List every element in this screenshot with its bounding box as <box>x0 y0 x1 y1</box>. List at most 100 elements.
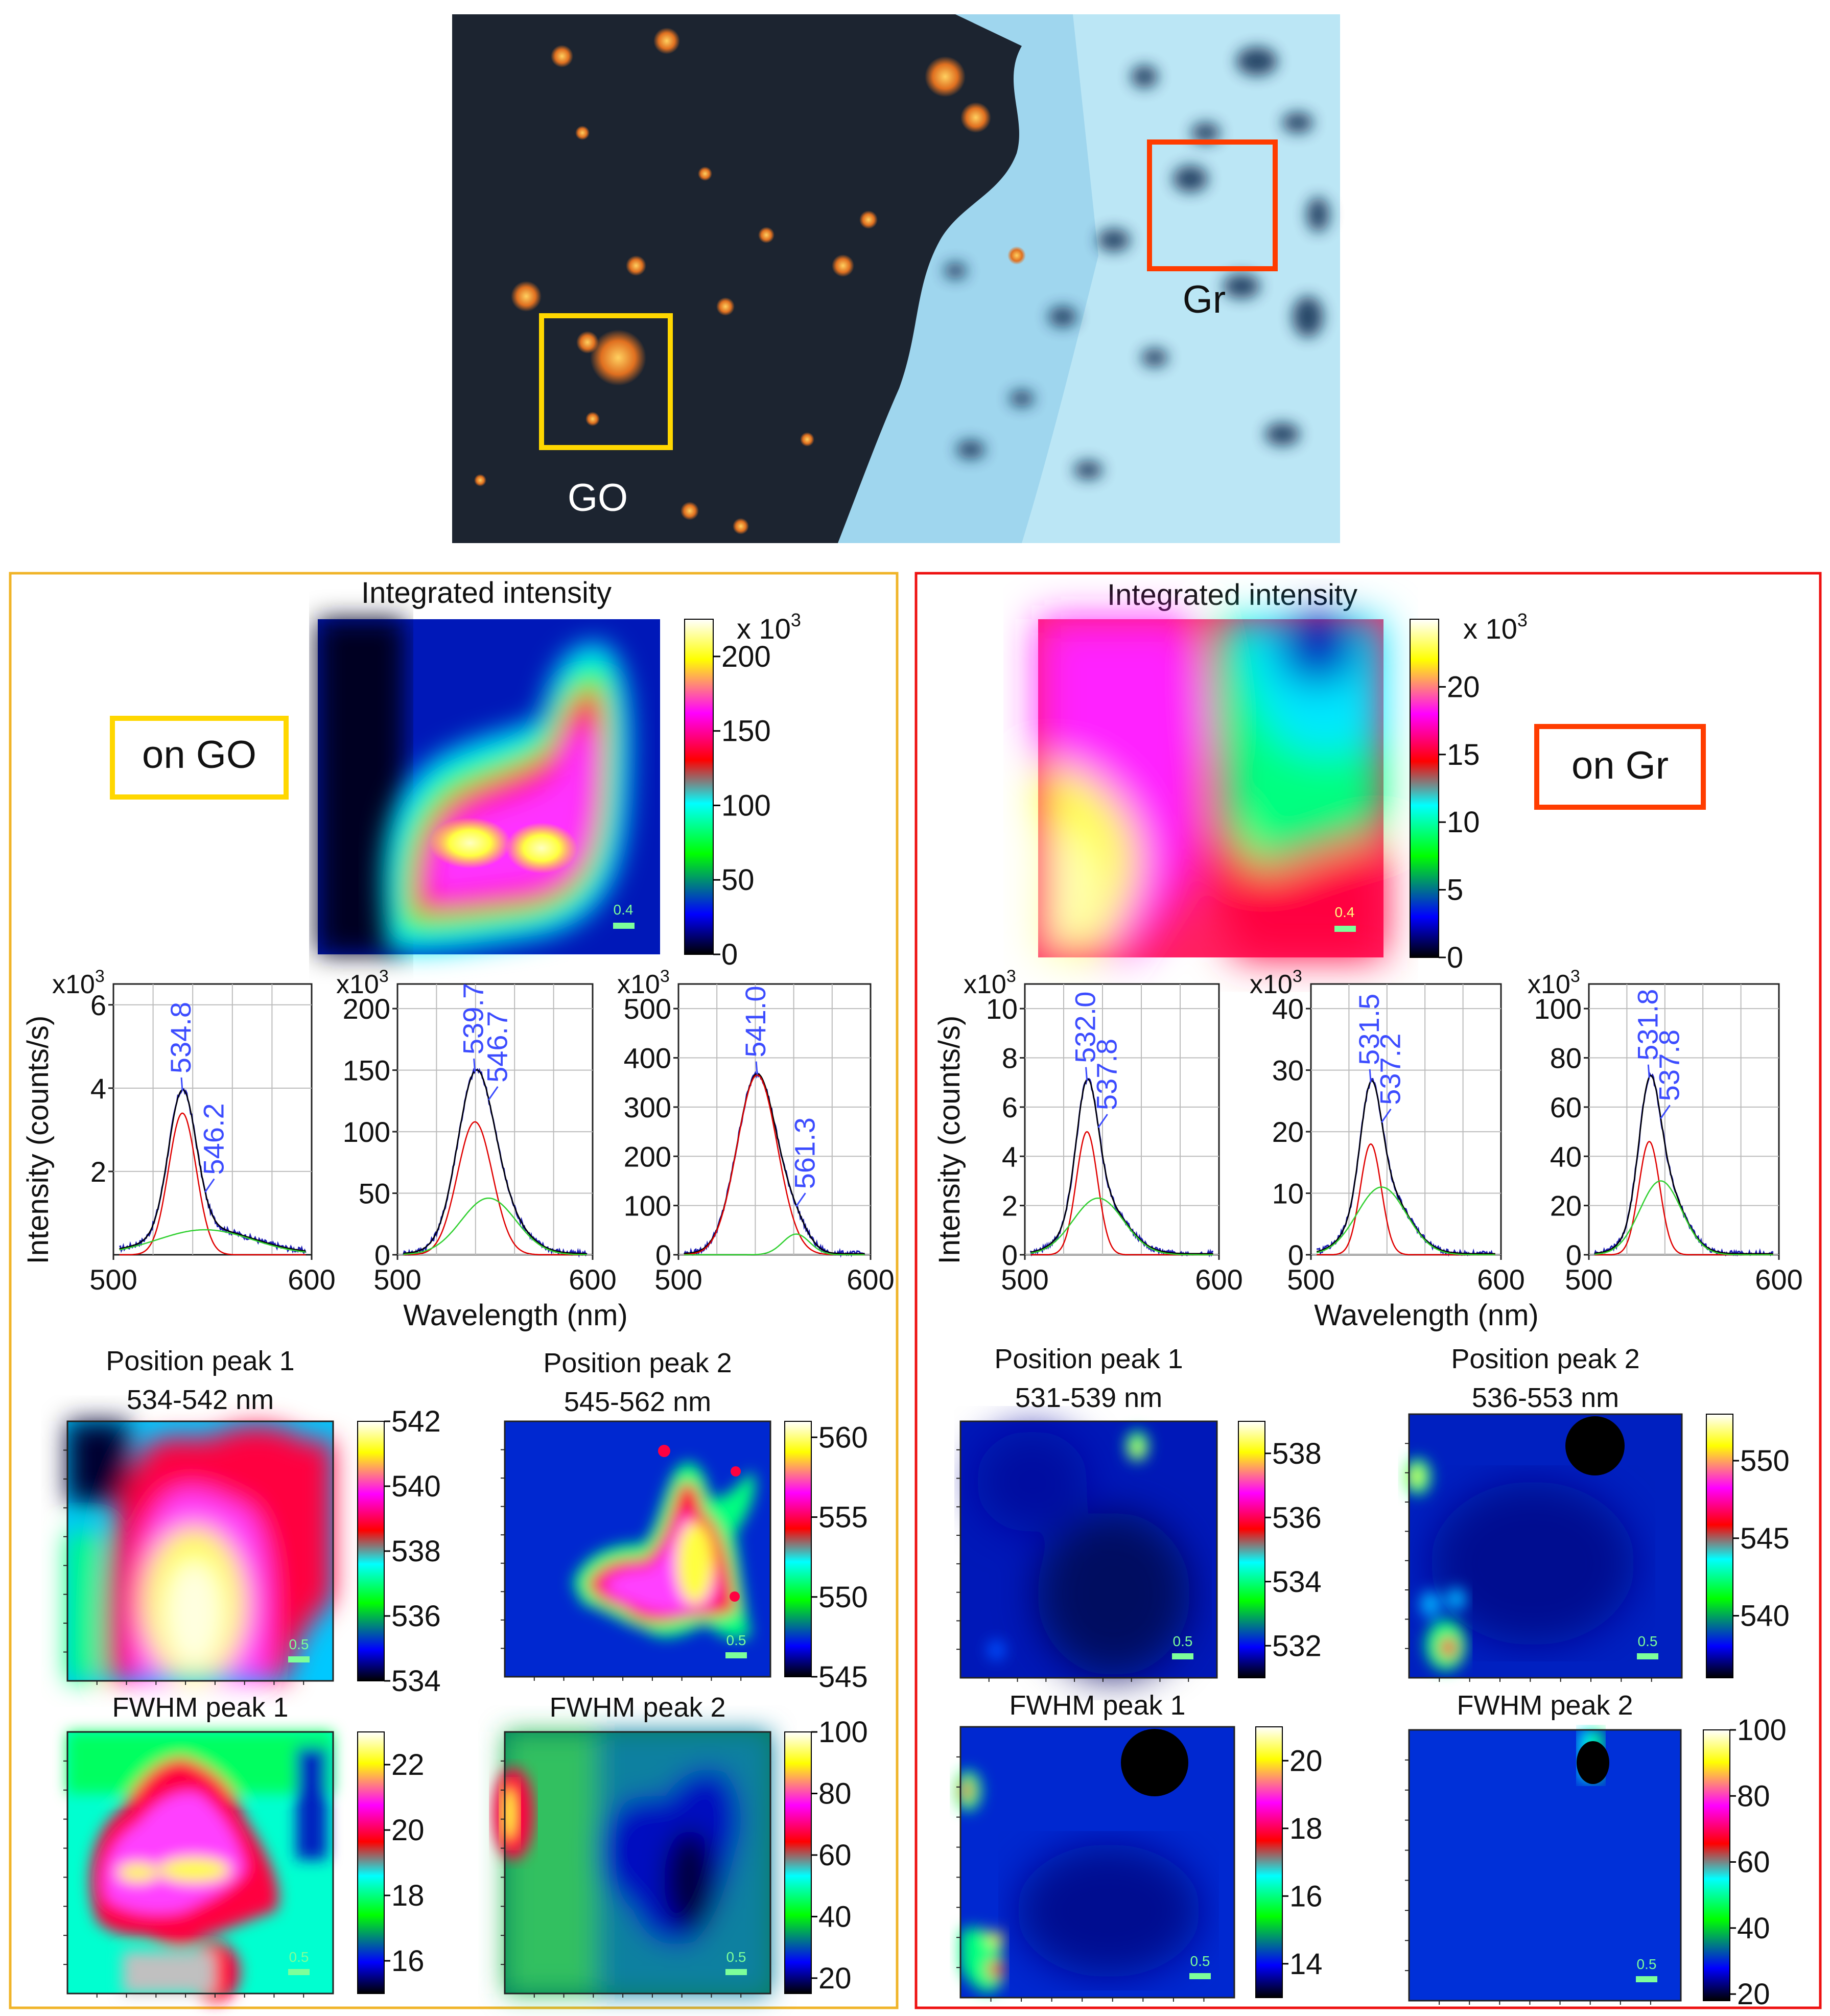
small-colorbar-tick-label: 545 <box>818 1660 868 1694</box>
small-colorbar-tick-label: 550 <box>818 1581 868 1614</box>
small-map: Position peak 1 534-542 nm 0.5 542 540 538 536… <box>63 1346 441 1698</box>
peak-label: 537.8 <box>1653 1029 1685 1101</box>
small-colorbar-tick-label: 18 <box>391 1879 425 1912</box>
small-colorbar-tick-label: 536 <box>1272 1501 1322 1534</box>
peak-arrow <box>1097 1114 1108 1128</box>
small-colorbar-tick-label: 60 <box>818 1839 852 1872</box>
small-colorbar-tick-label: 100 <box>818 1716 868 1749</box>
gr-intensity-title: Integrated intensity <box>1107 578 1357 612</box>
x-tick-label: 500 <box>654 1263 702 1296</box>
small-map-frame <box>1408 1729 1682 2002</box>
series-peak2 <box>403 1197 587 1256</box>
colorbar-tick-label: 10 <box>1447 806 1480 839</box>
peak-arrow <box>204 1178 215 1193</box>
peak-arrow <box>1369 1069 1372 1083</box>
on-go-box <box>110 716 289 800</box>
gr-fwhm2-map-image <box>1409 1730 1681 2001</box>
peak-arrow <box>755 1061 758 1075</box>
small-colorbar-tick-label: 534 <box>1272 1565 1322 1599</box>
small-colorbar <box>1703 1729 1730 2001</box>
peak-arrow <box>180 1077 183 1091</box>
small-map-frame <box>504 1731 771 1995</box>
small-colorbar-tick-label: 555 <box>818 1501 868 1534</box>
small-colorbar-tick-label: 14 <box>1289 1948 1323 1981</box>
small-colorbar-tick-label: 542 <box>391 1405 441 1438</box>
scale-bar-label: 0.5 <box>726 1632 746 1648</box>
small-map-subtitle: 545-562 nm <box>564 1387 711 1417</box>
small-colorbar-tick-label: 22 <box>391 1748 425 1781</box>
go-colorbar-ticks: 200 150 100 50 0 <box>713 640 771 971</box>
peak-label: 537.8 <box>1091 1039 1123 1110</box>
go-small-maps: Position peak 1 534-542 nm 0.5 542 540 538 536… <box>63 1346 868 2003</box>
small-colorbar-tick-label: 80 <box>1737 1779 1770 1813</box>
x-tick-label: 500 <box>1287 1263 1334 1296</box>
small-map-frame <box>1408 1413 1683 1679</box>
x-tick-label: 500 <box>1001 1263 1048 1296</box>
gr-region-label: Gr <box>1183 278 1226 321</box>
go-pos1-map-image <box>67 1421 333 1681</box>
y-tick-label: 0 <box>1002 1239 1018 1271</box>
x-tick-label: 500 <box>373 1263 421 1296</box>
gr-pos1-map-image <box>960 1421 1217 1678</box>
scale-bar-label: 0.5 <box>726 1949 746 1965</box>
scale-bar <box>1637 1653 1658 1659</box>
peak-arrow <box>488 1086 499 1100</box>
small-map: FWHM peak 2 0.5 100 80 60 40 20 <box>1405 1690 1787 2011</box>
y-tick-label: 200 <box>343 993 390 1025</box>
series-peak2 <box>684 1233 865 1256</box>
colorbar-tick-label: 0 <box>721 938 738 971</box>
y-tick-label: 200 <box>624 1140 671 1173</box>
y-tick-label: 4 <box>90 1072 106 1105</box>
y-tick-label: 80 <box>1550 1042 1582 1074</box>
y-tick-label: 6 <box>90 989 106 1021</box>
series-peak2 <box>1594 1180 1773 1256</box>
y-tick-label: 100 <box>1534 993 1582 1025</box>
peak-arrow <box>1660 1105 1671 1119</box>
small-colorbar-tick-label: 534 <box>391 1665 441 1698</box>
series-peak1 <box>403 1121 587 1256</box>
colorbar-tick-label: 15 <box>1447 738 1480 771</box>
plot-frame <box>1588 983 1780 1256</box>
gr-colorbar-multiplier: x 103 <box>1463 610 1528 645</box>
small-colorbar-tick-label: 20 <box>818 1962 852 1995</box>
go-region-label: GO <box>568 476 628 520</box>
small-map-subtitle: 531-539 nm <box>1015 1382 1162 1413</box>
small-colorbar-tick-label: 545 <box>1740 1522 1790 1555</box>
small-map-frame <box>504 1420 771 1678</box>
scale-bar-label: 0.5 <box>1190 1953 1210 1969</box>
small-colorbar-tick-label: 18 <box>1289 1812 1323 1845</box>
y-tick-label: 100 <box>343 1116 390 1148</box>
x-tick-label: 600 <box>1477 1263 1524 1296</box>
y-tick-label: 300 <box>624 1091 671 1123</box>
scale-bar <box>288 1969 310 1975</box>
go-fwhm1-map-image <box>67 1732 333 2003</box>
small-map: FWHM peak 2 0.5 100 80 60 40 20 <box>501 1692 868 1998</box>
go-colorbar-multiplier: x 103 <box>737 610 801 645</box>
gr-intensity-map: 0.4 <box>1038 613 1383 957</box>
small-map-title: FWHM peak 1 <box>112 1692 288 1723</box>
small-colorbar <box>357 1731 385 1994</box>
go-intensity-scale-label: 0.4 <box>614 902 634 918</box>
go-intensity-scalebar <box>613 923 635 929</box>
small-map-frame <box>66 1731 334 1995</box>
small-colorbar-tick-label: 536 <box>391 1600 441 1633</box>
plot-frame <box>112 983 313 1256</box>
peak-label: 561.3 <box>788 1117 820 1189</box>
peak-arrow <box>473 1058 476 1072</box>
small-colorbar-tick-label: 550 <box>1740 1444 1790 1478</box>
y-multiplier-exponent: 3 <box>1006 967 1016 986</box>
series-fit-total <box>1030 1078 1213 1255</box>
plot-frame <box>1024 983 1220 1256</box>
small-colorbar-tick-label: 20 <box>1289 1744 1323 1777</box>
on-go-label: on GO <box>142 733 256 777</box>
panel-go: on GO Integrated intensity 0.4 x 103 200… <box>9 572 899 2009</box>
y-tick-label: 10 <box>1272 1178 1304 1210</box>
peak-label: 537.2 <box>1374 1034 1406 1105</box>
colorbar-tick-label: 20 <box>1447 670 1480 704</box>
colorbar-tick-label: 0 <box>1447 941 1463 974</box>
go-intensity-colorbar: x 103 200 150 100 50 0 <box>684 610 801 971</box>
colorbar-tick-label: 100 <box>721 789 771 822</box>
